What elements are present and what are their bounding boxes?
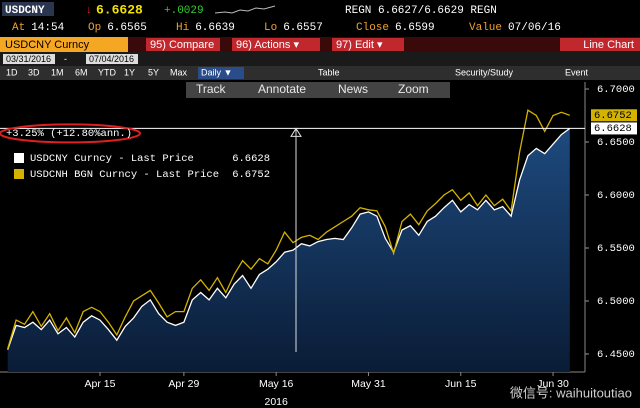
x-tick-label: Apr 15 [85,378,116,390]
toolbar-button-label: 97) Edit ▾ [336,39,383,51]
option-table[interactable]: Table [318,67,340,77]
period-button[interactable]: 1Y [124,67,135,77]
legend-label: USDCNH BGN Curncy - Last Price [30,169,219,181]
y-tick-label: 6.5000 [597,296,635,308]
last-price: 6.6628 [96,2,143,17]
stat-value: 07/06/16 [508,22,561,34]
stat-value: 6.6599 [395,22,435,34]
stats-row: At 14:54 Op 6.6565 Hi 6.6639 Lo 6.6557 Close 6.65… [12,22,561,34]
security-box[interactable] [0,37,128,52]
period-row [0,66,640,80]
stat-value: 6.6639 [195,22,235,34]
date-row [0,52,640,66]
legend-value: 6.6628 [232,153,270,165]
last-value-label: 6.6628 [594,123,632,135]
plot-area: 6.4500 6.5000 6.5500 6.6000 6.6500 6.7000 Apr … [0,82,637,408]
y-tick-label: 6.6500 [597,137,635,149]
legend-label: USDCNY Curncy - Last Price [30,153,194,165]
stat-label: Value [469,22,502,34]
period-button[interactable]: YTD [98,67,117,77]
tool-button[interactable]: News [338,82,368,96]
stat-value: 6.6565 [107,22,147,34]
frequency-box[interactable] [198,67,244,79]
period-buttons: 1D 3D 1M 6M YTD 1Y 5Y Max [6,67,188,77]
period-button[interactable]: 3D [28,67,40,77]
period-button[interactable]: 1D [6,67,18,77]
x-tick-label: Apr 29 [168,378,199,390]
period-button[interactable]: 5Y [148,67,159,77]
end-date-box[interactable] [86,54,138,64]
last-value-box [591,109,637,122]
option-event[interactable]: Event [565,67,589,77]
stat-label: Close [356,22,389,34]
measure-arrow [290,127,302,137]
y-tick-label: 6.4500 [597,349,635,361]
last-value-box [591,122,637,135]
toolbar-buttons: 95) Compare 96) Actions ▾ 97) Edit ▾ [146,38,404,51]
price-change: +.0029 [164,5,204,17]
toolbar-button[interactable] [146,38,220,51]
quote: REGN 6.6627/6.6629 REGN [345,5,497,17]
y-tick-label: 6.7000 [597,84,635,96]
tools-bar [186,82,450,98]
x-tick-label: Jun 15 [445,378,477,390]
legend-swatch [14,169,24,179]
legend-value: 6.6752 [232,169,270,181]
stat-label: Op [88,22,101,34]
view-box[interactable] [560,38,640,51]
annotation-circle [0,123,141,144]
series-line [7,127,571,350]
option-study[interactable]: Security/Study [455,67,514,77]
x-tick-label: May 16 [259,378,294,390]
ticker-box [2,2,54,16]
security: USDCNY Curncy [5,39,90,51]
x-tick-label: Jun 30 [537,378,569,390]
tools: Track Annotate News Zoom [196,82,429,96]
x-tick-label: May 31 [351,378,386,390]
period-button[interactable]: Max [170,67,188,77]
toolbar-button[interactable] [232,38,320,51]
watermark: 微信号: waihuitoutiao [510,385,632,400]
start-date-box[interactable] [3,54,55,64]
stat-label: Lo [264,22,277,34]
series-area [7,128,570,372]
view-type: Line Chart [583,39,634,51]
series-line [7,109,571,349]
tool-button[interactable]: Zoom [398,82,429,96]
y-tick-label: 6.5500 [597,243,635,255]
tool-button[interactable]: Track [196,82,227,96]
toolbar-button-label: 95) Compare [150,39,214,51]
sparkline [214,5,276,14]
stat-value: 14:54 [31,22,64,34]
end-date: 07/04/2016 [89,54,134,64]
x-axis-year: 2016 [265,396,289,408]
ticker: USDCNY [5,5,45,17]
stat-value: 6.6557 [283,22,323,34]
date-dash: - [64,54,67,64]
period-button[interactable]: 6M [75,67,88,77]
start-date: 03/31/2016 [6,54,51,64]
period-button[interactable]: 1M [51,67,64,77]
tool-button[interactable]: Annotate [258,82,306,96]
legend-swatch [14,153,24,163]
y-tick-label: 6.6000 [597,190,635,202]
last-value-label: 6.6752 [594,110,632,122]
legend-box [8,149,274,185]
direction-arrow: ↓ [86,4,92,16]
annotation: +3.25% (+12.80%ann.) [6,128,132,140]
toolbar-button-label: 96) Actions ▾ [236,39,299,51]
stat-label: At [12,22,25,34]
frequency: Daily ▼ [201,67,232,77]
stat-label: Hi [176,22,190,34]
toolbar-button[interactable] [332,38,404,51]
